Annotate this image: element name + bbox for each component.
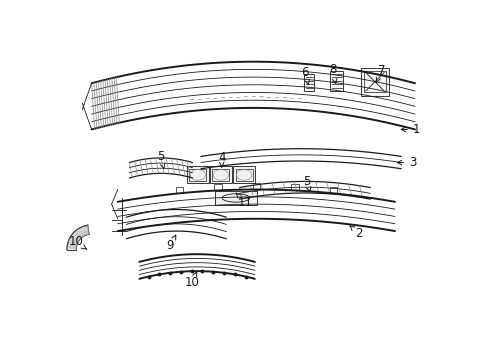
Bar	[187, 166, 208, 183]
Bar	[360, 68, 388, 95]
Bar	[214, 184, 221, 190]
Bar	[214, 191, 257, 205]
Text: 6: 6	[301, 66, 309, 85]
Bar	[329, 187, 337, 193]
Text: 5: 5	[157, 150, 164, 169]
Bar	[290, 184, 298, 190]
Text: 7: 7	[376, 64, 385, 82]
Text: 11: 11	[236, 193, 253, 209]
Text: 1: 1	[400, 123, 420, 136]
Text: 10: 10	[69, 235, 86, 249]
Bar	[175, 187, 183, 193]
Text: 8: 8	[328, 63, 336, 83]
Bar	[364, 71, 385, 93]
Text: 3: 3	[397, 156, 416, 169]
Bar	[235, 169, 252, 181]
Bar	[233, 166, 254, 183]
Bar	[210, 166, 231, 183]
Bar	[304, 74, 313, 91]
Text: 10: 10	[184, 272, 199, 289]
Bar	[212, 169, 229, 181]
Text: 2: 2	[349, 226, 362, 240]
Text: 5: 5	[303, 175, 310, 192]
Bar	[329, 71, 343, 91]
Text: 4: 4	[218, 150, 225, 167]
Bar	[252, 183, 260, 189]
Bar	[189, 169, 206, 181]
Text: 9: 9	[166, 235, 176, 252]
